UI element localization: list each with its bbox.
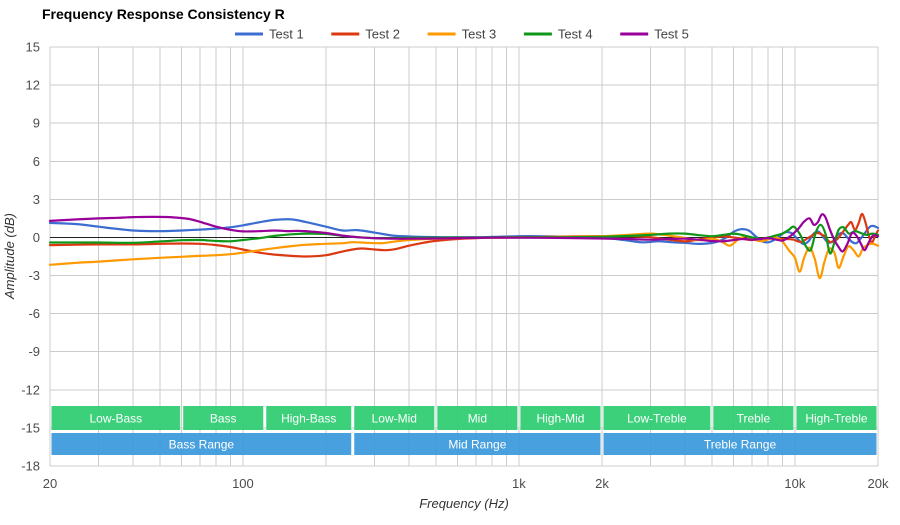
y-tick-label: 15 — [26, 40, 40, 55]
y-tick-label: 6 — [33, 154, 40, 169]
y-tick-label: 9 — [33, 116, 40, 131]
y-tick-label: 12 — [26, 78, 40, 93]
legend-item-label: Test 3 — [462, 27, 497, 42]
band-label: High-Treble — [805, 412, 868, 426]
band-low-treble: Low-Treble — [603, 406, 711, 430]
y-axis-title: Amplitude (dB) — [2, 213, 17, 300]
band-low-mid: Low-Mid — [354, 406, 435, 430]
legend-item-label: Test 4 — [558, 27, 593, 42]
band-label: Low-Treble — [627, 412, 687, 426]
legend-item-test-1[interactable]: Test 1 — [235, 27, 304, 42]
band-label: Low-Bass — [89, 412, 142, 426]
y-tick-label: -18 — [21, 459, 40, 474]
y-tick-label: -3 — [28, 268, 40, 283]
y-tick-label: -12 — [21, 382, 40, 397]
y-tick-label: 3 — [33, 192, 40, 207]
y-tick-label: 0 — [33, 230, 40, 245]
y-tick-label: -15 — [21, 420, 40, 435]
band-label: Low-Mid — [372, 412, 417, 426]
x-tick-label: 2k — [595, 476, 609, 491]
band-mid-range: Mid Range — [354, 433, 601, 455]
x-axis-title: Frequency (Hz) — [419, 496, 509, 511]
legend-item-test-2[interactable]: Test 2 — [331, 27, 400, 42]
legend-item-test-4[interactable]: Test 4 — [523, 27, 593, 42]
series-line-test-4 — [48, 223, 880, 255]
x-axis-tick-labels: 20 100 1k 2k 10k 20k — [43, 476, 889, 491]
vertical-gridlines — [49, 47, 879, 466]
band-bass: Bass — [183, 406, 264, 430]
band-mid: Mid — [437, 406, 518, 430]
band-low-bass: Low-Bass — [51, 406, 181, 430]
x-tick-label: 20k — [868, 476, 889, 491]
band-label: Mid — [468, 412, 487, 426]
band-high-bass: High-Bass — [266, 406, 352, 430]
band-label: Bass — [210, 412, 237, 426]
x-tick-label: 20 — [43, 476, 57, 491]
band-label: High-Mid — [536, 412, 584, 426]
band-label: Treble — [737, 412, 771, 426]
band-treble: Treble — [713, 406, 794, 430]
legend-item-label: Test 1 — [269, 27, 304, 42]
band-label: Treble Range — [704, 438, 777, 452]
legend-item-test-3[interactable]: Test 3 — [427, 27, 497, 42]
band-label: Mid Range — [448, 438, 506, 452]
x-tick-label: 10k — [784, 476, 805, 491]
legend-item-label: Test 2 — [365, 27, 400, 42]
band-treble-range: Treble Range — [603, 433, 877, 455]
band-high-mid: High-Mid — [520, 406, 601, 430]
legend-item-label: Test 5 — [654, 27, 689, 42]
band-label: High-Bass — [281, 412, 336, 426]
legend: Test 1 Test 2 Test 3 Test 4 Test 5 — [235, 27, 689, 42]
chart-title: Frequency Response Consistency R — [42, 6, 285, 22]
band-label: Bass Range — [169, 438, 235, 452]
x-tick-label: 1k — [512, 476, 526, 491]
band-high-treble: High-Treble — [796, 406, 877, 430]
legend-item-test-5[interactable]: Test 5 — [620, 27, 689, 42]
band-bass-range: Bass Range — [51, 433, 352, 455]
y-tick-label: -6 — [28, 306, 40, 321]
series-lines — [48, 212, 880, 280]
series-line-test-5 — [48, 213, 880, 253]
y-axis-tick-labels: -18 -15 -12 -9 -6 -3 0 3 6 9 12 15 — [21, 40, 40, 474]
y-tick-label: -9 — [28, 344, 40, 359]
frequency-range-bands: Low-Bass Bass High-Bass Low-Mid Mid High-Mid L… — [51, 406, 877, 455]
x-tick-label: 100 — [232, 476, 254, 491]
